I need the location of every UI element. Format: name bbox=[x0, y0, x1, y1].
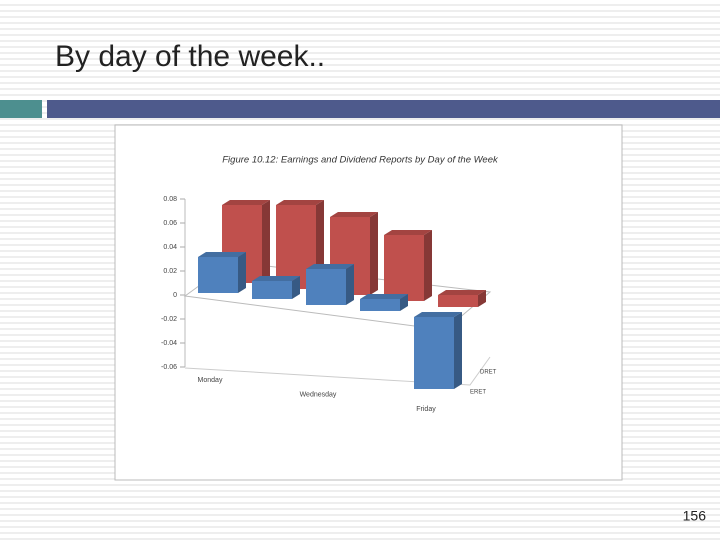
bar-front bbox=[306, 269, 346, 305]
bar-front bbox=[252, 281, 292, 299]
bar-top bbox=[198, 252, 246, 257]
x-tick-label: Monday bbox=[198, 377, 223, 384]
legend-label: DRET bbox=[480, 370, 497, 376]
chart-title: Figure 10.12: Earnings and Dividend Repo… bbox=[222, 155, 499, 166]
bar bbox=[384, 230, 432, 301]
bar-side bbox=[478, 290, 486, 307]
bar-front bbox=[198, 257, 238, 293]
legend-label: ERET bbox=[470, 390, 486, 396]
bar-top bbox=[384, 230, 432, 235]
page-number: 156 bbox=[683, 508, 707, 524]
bar bbox=[360, 294, 408, 311]
accent-block bbox=[0, 100, 42, 118]
slide-title: By day of the week.. bbox=[55, 40, 325, 73]
bar-side bbox=[346, 264, 354, 305]
bar-front bbox=[414, 317, 454, 389]
bar-top bbox=[276, 200, 324, 205]
bar-top bbox=[222, 200, 270, 205]
y-tick-label: -0.02 bbox=[161, 316, 177, 323]
bar-side bbox=[424, 230, 432, 301]
bar-side bbox=[400, 294, 408, 311]
bar-side bbox=[370, 212, 378, 295]
bar-top bbox=[306, 264, 354, 269]
bar-top bbox=[414, 312, 462, 317]
bar-top bbox=[360, 294, 408, 299]
bar-side bbox=[454, 312, 462, 389]
x-tick-label: Wednesday bbox=[300, 391, 337, 398]
plot: 0.08 0.06 0.04 0.02 0 -0.02 -0.04 -0.06 DRET ERET… bbox=[161, 196, 497, 413]
y-tick-label: -0.04 bbox=[161, 340, 177, 347]
bar bbox=[438, 290, 486, 307]
bar-top bbox=[438, 290, 486, 295]
bar-top bbox=[252, 276, 300, 281]
bar-top bbox=[330, 212, 378, 217]
y-tick-label: 0.06 bbox=[163, 220, 177, 227]
bar bbox=[306, 264, 354, 305]
y-tick-label: -0.06 bbox=[161, 364, 177, 371]
y-tick-label: 0.02 bbox=[163, 268, 177, 275]
floor-low bbox=[184, 356, 491, 386]
bar bbox=[198, 252, 246, 293]
bar bbox=[252, 276, 300, 299]
bar-front bbox=[360, 299, 400, 311]
bar-side bbox=[262, 200, 270, 283]
bar-front bbox=[438, 295, 478, 307]
y-tick-label: 0.04 bbox=[163, 244, 177, 251]
y-tick-label: 0 bbox=[173, 292, 177, 299]
x-tick-label: Friday bbox=[416, 406, 436, 413]
bar-side bbox=[292, 276, 300, 299]
bar bbox=[414, 312, 462, 389]
bar-side bbox=[238, 252, 246, 293]
y-tick-label: 0.08 bbox=[163, 196, 177, 203]
bar-front bbox=[384, 235, 424, 301]
header-bar bbox=[47, 100, 720, 118]
